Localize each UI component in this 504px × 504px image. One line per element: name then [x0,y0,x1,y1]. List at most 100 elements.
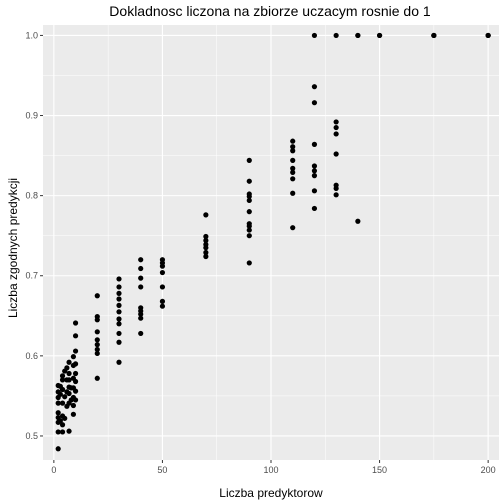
data-point [71,403,76,408]
data-point [95,347,100,352]
data-point [71,354,76,359]
data-point [73,320,78,325]
data-point [116,284,121,289]
y-axis-ticks: 0.50.60.70.80.91.0 [25,30,43,441]
data-point [312,100,317,105]
data-point [95,293,100,298]
data-point [60,422,65,427]
data-point [334,183,339,188]
data-point [334,192,339,197]
data-point [116,276,121,281]
data-point [247,233,252,238]
data-point [247,158,252,163]
x-tick-label: 0 [51,465,56,475]
data-point [60,373,65,378]
data-point [71,412,76,417]
data-point [247,260,252,265]
data-point [312,206,317,211]
x-tick-label: 150 [372,465,387,475]
x-axis-label: Liczba predyktorow [219,486,323,500]
data-point [160,299,165,304]
data-point [73,379,78,384]
x-tick-label: 50 [157,465,167,475]
data-point [116,303,121,308]
data-point [334,119,339,124]
x-tick-label: 100 [263,465,278,475]
data-point [116,291,121,296]
data-point [377,33,382,38]
data-point [73,397,78,402]
data-point [486,33,491,38]
data-point [290,191,295,196]
data-point [312,188,317,193]
data-point [334,151,339,156]
data-point [312,84,317,89]
data-point [116,360,121,365]
data-point [56,446,61,451]
data-point [290,176,295,181]
data-point [138,266,143,271]
data-point [95,376,100,381]
data-point [73,389,78,394]
chart-title: Dokladnosc liczona na zbiorze uczacym ro… [109,3,431,19]
data-point [73,361,78,366]
data-point [247,191,252,196]
data-point [160,304,165,309]
data-point [247,221,252,226]
data-point [160,284,165,289]
data-point [138,257,143,262]
data-point [116,316,121,321]
data-point [312,173,317,178]
data-point [334,125,339,130]
data-point [95,342,100,347]
data-point [116,309,121,314]
data-point [290,166,295,171]
data-point [247,179,252,184]
data-point [334,131,339,136]
x-tick-label: 200 [481,465,496,475]
data-point [73,371,78,376]
data-point [290,144,295,149]
y-tick-label: 0.5 [25,431,38,441]
y-tick-label: 0.6 [25,351,38,361]
data-point [116,321,121,326]
data-point [66,360,71,365]
data-point [290,158,295,163]
data-point [312,163,317,168]
data-point [203,212,208,217]
y-tick-label: 1.0 [25,30,38,40]
data-point [66,429,71,434]
data-point [62,394,67,399]
data-point [73,333,78,338]
data-point [95,337,100,342]
data-point [60,429,65,434]
data-point [66,371,71,376]
data-point [355,33,360,38]
data-point [203,250,208,255]
data-point [290,139,295,144]
data-point [138,276,143,281]
x-axis-ticks: 0 50 100 150 200 [51,460,495,475]
data-point [116,340,121,345]
data-point [312,142,317,147]
data-point [160,257,165,262]
data-point [116,331,121,336]
data-point [138,284,143,289]
data-point [247,209,252,214]
data-point [116,296,121,301]
data-point [138,305,143,310]
data-point [312,33,317,38]
data-point [66,391,71,396]
data-point [62,416,67,421]
data-point [56,410,61,415]
data-point [73,348,78,353]
data-point [203,234,208,239]
y-tick-label: 0.7 [25,271,38,281]
data-point [355,219,360,224]
data-point [95,329,100,334]
y-axis-label: Liczba zgodnych predykcji [6,178,20,318]
data-point [60,401,65,406]
data-point [64,365,69,370]
data-point [334,33,339,38]
